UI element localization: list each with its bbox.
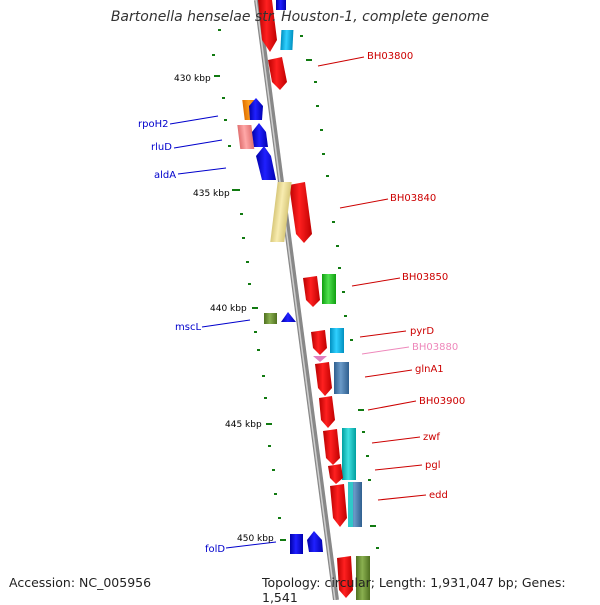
gene-rpoH2-arrow[interactable] <box>249 98 263 120</box>
genes-right-strand <box>268 0 370 600</box>
scale-label-435: 435 kbp <box>193 189 230 199</box>
gene-pyrD-cyan[interactable] <box>330 328 344 353</box>
gene-glnA1-steel[interactable] <box>334 362 349 394</box>
gene-rluD-salmon[interactable] <box>237 125 255 149</box>
gene-label-edd[interactable]: edd <box>429 490 448 501</box>
scale-label-430: 430 kbp <box>174 74 211 84</box>
gene-BH03900-arrow[interactable] <box>319 396 335 428</box>
gene-glnA1-arrow[interactable] <box>315 362 332 396</box>
gene-label-rpoH2[interactable]: rpoH2 <box>138 119 168 130</box>
gene-label-pyrD[interactable]: pyrD <box>410 326 434 337</box>
genome-summary-text: Topology: circular; Length: 1,931,047 bp… <box>262 575 566 605</box>
gene-edd-teal[interactable] <box>348 482 353 527</box>
gene-label-BH03840[interactable]: BH03840 <box>390 193 436 204</box>
gene-labels-right: BH03800 BH03840 BH03850 pyrD BH03880 gln… <box>367 51 465 501</box>
gene-label-BH03900[interactable]: BH03900 <box>419 396 465 407</box>
gene-label-pgl[interactable]: pgl <box>425 460 440 471</box>
scale-label-445: 445 kbp <box>225 420 262 430</box>
genes-left-strand <box>237 0 323 554</box>
gene-label-glnA1[interactable]: glnA1 <box>415 364 444 375</box>
gene-edd-arrow[interactable] <box>330 484 347 527</box>
gene-top-right-cyan[interactable] <box>280 30 294 50</box>
gene-BH03850-arrow[interactable] <box>303 276 320 307</box>
gene-zwf-teal[interactable] <box>342 428 356 480</box>
left-leader-lines <box>169 115 277 549</box>
gene-BH03880-arrow[interactable] <box>313 356 327 362</box>
gene-label-folD[interactable]: folD <box>205 544 225 555</box>
right-leader-lines <box>317 56 427 501</box>
gene-BH03850-green[interactable] <box>322 274 336 304</box>
gene-label-rluD[interactable]: rluD <box>151 142 172 153</box>
gene-label-aldA[interactable]: aldA <box>154 170 176 181</box>
gene-label-BH03850[interactable]: BH03850 <box>402 272 448 283</box>
gc-ticks <box>212 29 379 549</box>
map-title: Bartonella henselae str. Houston-1, comp… <box>110 9 490 25</box>
gene-labels-left: rpoH2 rluD aldA mscL folD <box>138 119 225 555</box>
gene-zwf-arrow[interactable] <box>323 429 340 465</box>
gene-label-zwf[interactable]: zwf <box>423 432 440 443</box>
gene-pyrD-arrow[interactable] <box>311 330 327 355</box>
gene-BH03800-arrow[interactable] <box>268 57 287 90</box>
gene-aldA-arrow[interactable] <box>256 146 276 180</box>
gene-BH03840-khaki[interactable] <box>270 182 292 242</box>
gene-mscL-olive[interactable] <box>264 313 277 324</box>
scale-labels: 430 kbp 435 kbp 440 kbp 445 kbp 450 kbp <box>174 74 274 544</box>
gene-top-right-blue[interactable] <box>276 0 286 10</box>
gene-folD-block[interactable] <box>290 534 303 554</box>
gene-rluD-arrow[interactable] <box>252 123 268 147</box>
scale-label-450: 450 kbp <box>237 534 274 544</box>
gene-mscL-arrow[interactable] <box>281 312 296 322</box>
gene-label-mscL[interactable]: mscL <box>175 322 201 333</box>
genome-backbone <box>254 0 339 600</box>
scale-label-440: 440 kbp <box>210 304 247 314</box>
gene-bottom-red-arrow[interactable] <box>337 556 353 598</box>
gene-label-BH03880[interactable]: BH03880 <box>412 342 458 353</box>
gene-folD-arrow[interactable] <box>307 531 323 552</box>
accession-text: Accession: NC_005956 <box>9 575 152 590</box>
genome-backbone-highlight <box>255 0 336 600</box>
leader-BH03880 <box>361 346 410 355</box>
gene-bottom-olive[interactable] <box>356 556 370 600</box>
gene-BH03840-arrow[interactable] <box>289 182 312 243</box>
gene-top-left-red[interactable] <box>258 0 277 52</box>
gene-pgl-arrow[interactable] <box>328 464 343 484</box>
gene-label-BH03800[interactable]: BH03800 <box>367 51 413 62</box>
